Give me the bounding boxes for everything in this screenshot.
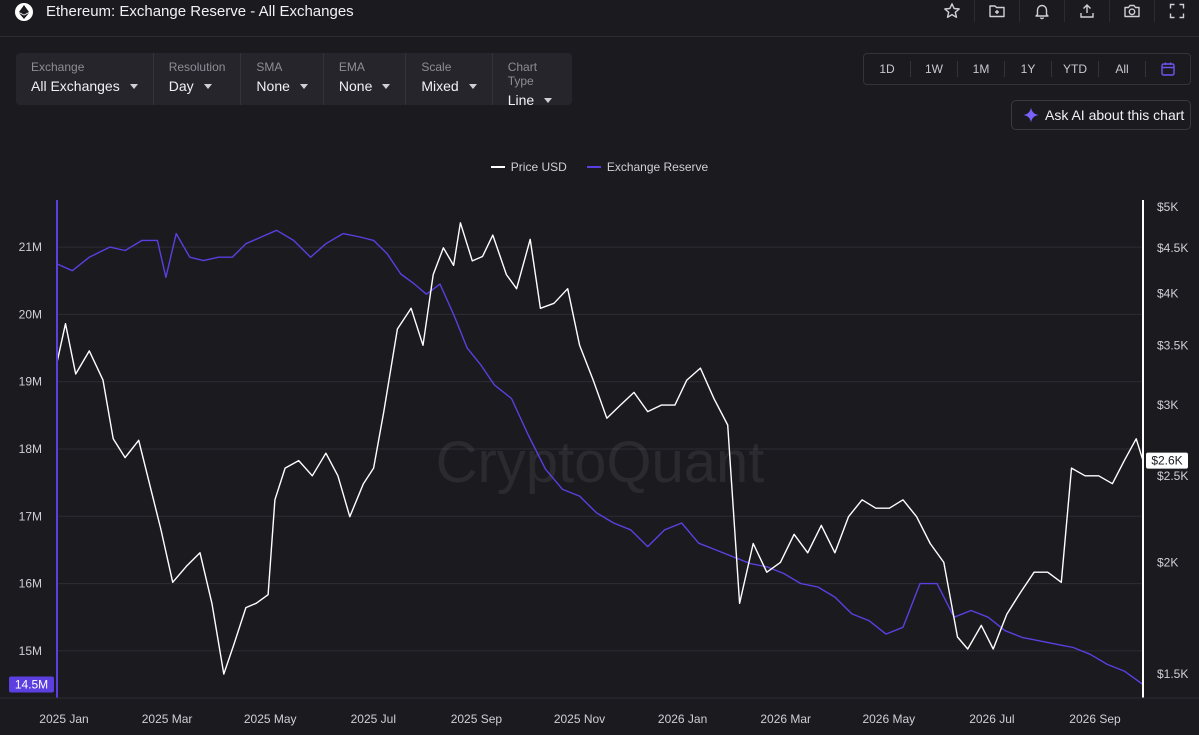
y-right-tick-label: $2.5K xyxy=(1157,469,1188,483)
y-right-tick-label: $3.5K xyxy=(1157,338,1188,352)
sma-select[interactable]: SMA None xyxy=(241,53,324,105)
y-left-tick-label: 20M xyxy=(19,307,42,321)
ask-ai-button[interactable]: Ask AI about this chart xyxy=(1011,100,1191,130)
scale-value: Mixed xyxy=(421,78,459,94)
time-range-selector: 1D 1W 1M 1Y YTD All xyxy=(863,53,1191,85)
sma-label: SMA xyxy=(256,60,283,74)
range-1w-button[interactable]: 1W xyxy=(911,61,958,77)
chevron-down-icon xyxy=(382,83,391,89)
exchange-select[interactable]: Exchange All Exchanges xyxy=(16,53,154,105)
legend-label-reserve: Exchange Reserve xyxy=(606,160,709,174)
star-icon[interactable] xyxy=(930,0,974,22)
chart-plot: CryptoQuant 15M 16M 17M 18M 19M 20M 21M $1.5K $2… xyxy=(0,200,1199,726)
range-ytd-button[interactable]: YTD xyxy=(1052,61,1099,77)
y-right-tick-label: $1.5K xyxy=(1157,667,1188,681)
price-series xyxy=(56,222,1144,675)
grid-lines xyxy=(57,246,1143,652)
chart-type-value: Line xyxy=(507,92,535,108)
y-left-tick-label: 16M xyxy=(19,577,42,591)
scale-label: Scale xyxy=(421,60,452,74)
sma-value: None xyxy=(256,78,290,94)
chevron-down-icon xyxy=(203,83,212,89)
legend-item-price[interactable]: Price USD xyxy=(490,160,567,174)
y-left-tick-label: 17M xyxy=(19,509,42,523)
resolution-label: Resolution xyxy=(168,60,226,74)
ask-ai-label: Ask AI about this chart xyxy=(1045,107,1185,123)
ethereum-icon xyxy=(15,3,33,21)
watermark: CryptoQuant xyxy=(436,430,765,495)
price-last-value-badge xyxy=(1146,452,1188,469)
y-right-tick-label: $2K xyxy=(1157,555,1178,569)
legend-item-reserve[interactable]: Exchange Reserve xyxy=(586,160,709,174)
header-bar: Ethereum: Exchange Reserve - All Exchang… xyxy=(0,0,1199,37)
y-left-tick-label: 15M xyxy=(19,644,42,658)
y-right-tick-label: $4.5K xyxy=(1157,241,1188,255)
chart-type-label: Chart Type xyxy=(507,60,538,88)
chevron-down-icon xyxy=(468,83,477,89)
price-usd-line xyxy=(56,222,1144,675)
x-tick-label: 2025 Jul xyxy=(351,712,396,726)
ema-label: EMA xyxy=(338,60,365,74)
ema-value: None xyxy=(338,78,373,94)
exchange-value: All Exchanges xyxy=(31,78,120,94)
exchange-reserve-line xyxy=(56,229,1144,686)
scale-select[interactable]: Scale Mixed xyxy=(406,53,493,105)
chevron-down-icon xyxy=(299,83,308,89)
price-last-value-label: $2.6K xyxy=(1151,454,1182,468)
range-1y-button[interactable]: 1Y xyxy=(1005,61,1052,77)
y-left-tick-label: 21M xyxy=(19,240,42,254)
legend-label-price: Price USD xyxy=(510,160,567,174)
camera-icon[interactable] xyxy=(1109,0,1154,22)
x-tick-label: 2026 Jul xyxy=(969,712,1014,726)
upload-icon[interactable] xyxy=(1064,0,1109,22)
bell-icon[interactable] xyxy=(1019,0,1064,22)
legend-swatch-price xyxy=(490,166,505,168)
reserve-last-value-badge xyxy=(9,676,54,693)
chart-legend: Price USD Exchange Reserve xyxy=(0,160,1199,174)
range-1m-button[interactable]: 1M xyxy=(958,61,1005,77)
chevron-down-icon xyxy=(544,97,553,103)
x-tick-label: 2026 Sep xyxy=(1069,712,1121,726)
chart-axes: 15M 16M 17M 18M 19M 20M 21M $1.5K $2K $2.5K $3K $3.… xyxy=(0,200,1199,726)
page-title: Ethereum: Exchange Reserve - All Exchang… xyxy=(46,3,354,20)
folder-plus-icon[interactable] xyxy=(974,0,1019,22)
reserve-last-value-label: 14.5M xyxy=(15,678,48,692)
ema-select[interactable]: EMA None xyxy=(324,53,407,105)
x-tick-label: 2025 Mar xyxy=(142,712,193,726)
chevron-down-icon xyxy=(129,83,138,89)
x-tick-label: 2025 May xyxy=(244,712,297,726)
x-tick-label: 2025 Sep xyxy=(451,712,503,726)
x-tick-label: 2026 May xyxy=(862,712,915,726)
chart-controls: Exchange All Exchanges Resolution Day SM… xyxy=(16,53,572,108)
x-tick-label: 2026 Mar xyxy=(760,712,811,726)
range-all-button[interactable]: All xyxy=(1099,61,1146,77)
range-1d-button[interactable]: 1D xyxy=(864,61,911,77)
y-right-tick-label: $5K xyxy=(1157,200,1178,214)
fullscreen-icon[interactable] xyxy=(1154,0,1199,22)
y-right-tick-label: $3K xyxy=(1157,398,1178,412)
exchange-label: Exchange xyxy=(31,60,85,74)
x-tick-label: 2025 Nov xyxy=(554,712,605,726)
x-tick-label: 2025 Jan xyxy=(39,712,88,726)
y-right-tick-label: $4K xyxy=(1157,286,1178,300)
x-tick-label: 2026 Jan xyxy=(658,712,707,726)
chart-type-select[interactable]: Chart Type Line xyxy=(493,53,572,108)
resolution-select[interactable]: Resolution Day xyxy=(154,53,242,105)
resolution-value: Day xyxy=(168,78,194,94)
y-left-tick-label: 19M xyxy=(19,375,42,389)
reserve-series xyxy=(56,229,1144,686)
sparkle-icon xyxy=(1023,107,1039,123)
legend-swatch-reserve xyxy=(586,166,601,168)
header-toolbar xyxy=(930,0,1199,26)
calendar-icon[interactable] xyxy=(1146,61,1190,77)
y-left-tick-label: 18M xyxy=(19,442,42,456)
